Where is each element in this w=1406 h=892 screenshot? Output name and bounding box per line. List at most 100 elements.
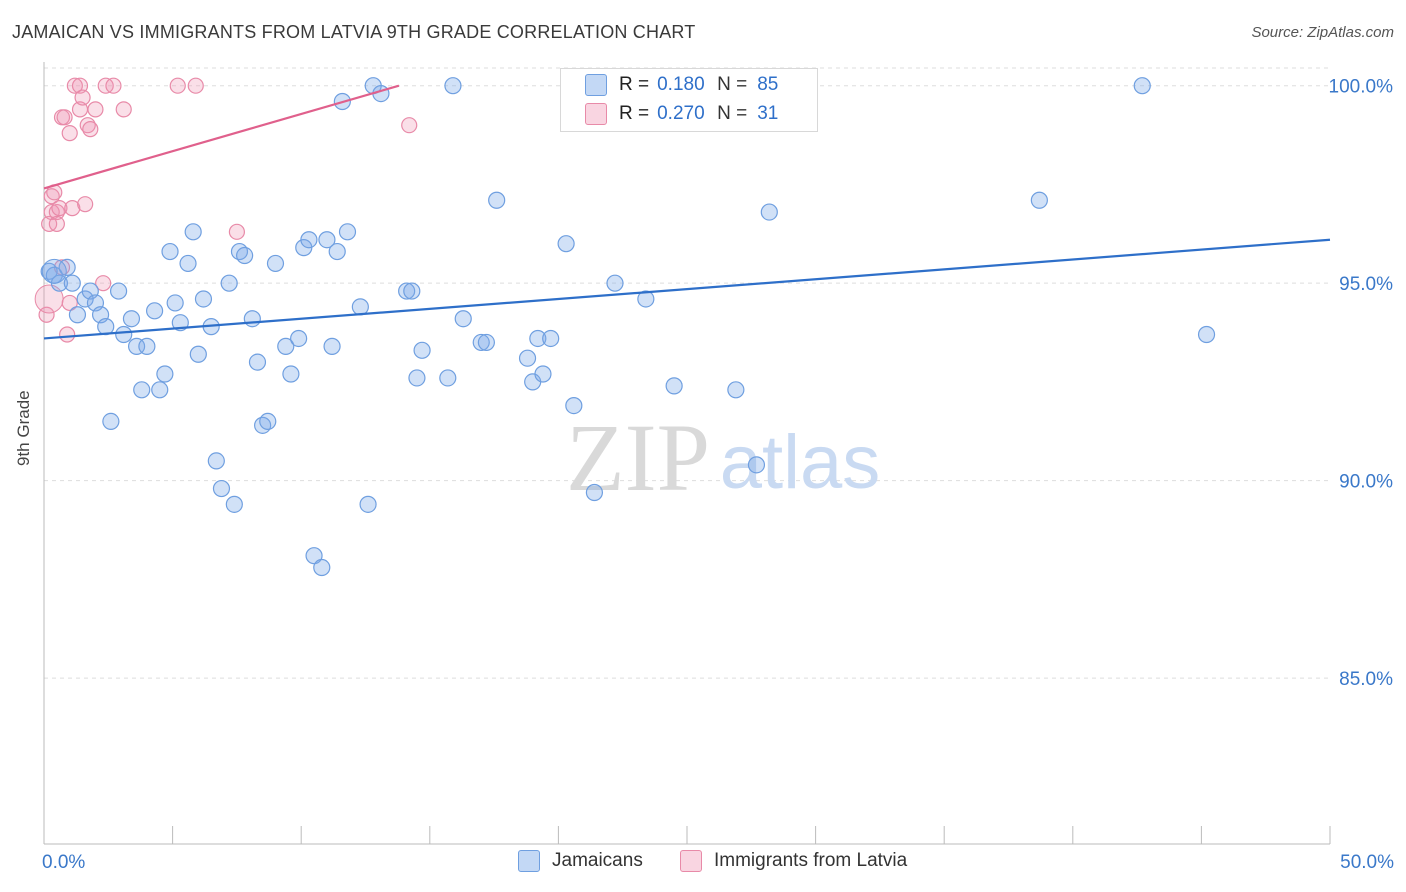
data-point: [305, 547, 323, 565]
data-point: [43, 203, 60, 221]
x-tick-label-min: 0.0%: [42, 852, 86, 873]
data-point: [77, 196, 94, 213]
data-point: [51, 200, 68, 217]
data-point: [151, 381, 169, 399]
chart-title: JAMAICAN VS IMMIGRANTS FROM LATVIA 9TH G…: [12, 22, 696, 42]
data-point: [71, 77, 89, 94]
data-point: [413, 341, 431, 359]
watermark-zip: ZIP: [566, 404, 710, 511]
data-point: [243, 310, 261, 328]
data-point: [105, 77, 122, 94]
data-point: [472, 333, 490, 352]
data-point: [74, 89, 91, 106]
data-point: [488, 191, 506, 209]
data-point: [66, 77, 83, 94]
data-point: [212, 479, 231, 498]
data-point: [166, 294, 184, 312]
data-point: [64, 200, 81, 217]
stats-legend: R = 0.180 N = 85 R = 0.270 N = 31: [560, 68, 818, 132]
y-tick-label: 90.0%: [1339, 472, 1393, 493]
data-point: [194, 290, 213, 308]
data-point: [228, 223, 245, 240]
data-point: [300, 231, 318, 249]
data-point: [403, 282, 421, 300]
data-point: [266, 254, 285, 273]
watermark: ZIP atlas: [566, 404, 880, 511]
data-point: [138, 337, 156, 355]
data-point: [187, 77, 204, 94]
data-point: [351, 298, 369, 316]
legend-swatch-pink: [680, 850, 702, 872]
data-point: [115, 101, 132, 118]
data-point: [282, 365, 300, 383]
data-point-cluster: [41, 258, 67, 284]
data-point: [529, 329, 547, 348]
x-tick-label-max: 50.0%: [1340, 852, 1394, 873]
data-point: [338, 223, 357, 241]
data-point: [359, 495, 377, 513]
data-point: [277, 337, 295, 355]
data-point: [557, 235, 575, 253]
trendline-jamaicans: [43, 238, 1331, 340]
data-point: [727, 381, 745, 399]
data-point: [95, 275, 112, 292]
data-point: [61, 124, 78, 142]
data-point: [454, 310, 472, 328]
legend-row-jamaicans: R = 0.180 N = 85: [585, 71, 778, 99]
legend-swatch-blue: [585, 74, 607, 96]
data-point: [145, 302, 164, 320]
legend-label-jamaicans: Jamaicans: [552, 850, 643, 871]
data-point: [236, 246, 254, 265]
y-tick-labels: 85.0% 90.0% 95.0% 100.0%: [1329, 77, 1394, 690]
data-point: [122, 310, 141, 328]
legend-row-latvia: R = 0.270 N = 31: [585, 100, 779, 128]
data-point: [323, 337, 341, 355]
data-point: [408, 369, 426, 387]
data-point: [1030, 191, 1048, 209]
data-point: [56, 109, 73, 126]
data-point: [220, 274, 238, 292]
legend-n-label: N =: [717, 103, 748, 124]
legend-label-latvia: Immigrants from Latvia: [714, 850, 908, 871]
data-point: [637, 290, 655, 308]
data-point: [444, 77, 462, 95]
data-point: [760, 203, 778, 221]
data-point-cluster: [34, 284, 64, 314]
y-axis-label: 9th Grade: [14, 390, 33, 466]
legend-item-latvia[interactable]: Immigrants from Latvia: [680, 850, 907, 872]
data-point: [179, 254, 197, 273]
y-tick-label: 100.0%: [1329, 77, 1394, 98]
axes: [43, 62, 1331, 845]
trendlines: [43, 84, 1331, 340]
data-point: [477, 333, 495, 352]
data-point: [207, 452, 225, 470]
legend-item-jamaicans[interactable]: Jamaicans: [518, 850, 643, 872]
data-point: [585, 483, 604, 502]
data-point: [109, 282, 128, 300]
data-point: [1133, 77, 1151, 95]
grid-lines: [44, 67, 1330, 679]
data-point: [518, 349, 537, 367]
watermark-atlas: atlas: [720, 420, 881, 505]
data-point: [82, 121, 99, 138]
data-point: [189, 345, 207, 363]
data-point: [133, 381, 151, 399]
data-point: [542, 329, 560, 348]
data-point: [328, 242, 346, 261]
data-point: [439, 369, 457, 387]
data-point: [68, 306, 87, 324]
legend-r-label: R =: [619, 103, 650, 124]
legend-r-label: R =: [619, 74, 650, 95]
data-point: [1197, 325, 1216, 344]
data-point: [665, 377, 683, 395]
data-point: [156, 365, 174, 383]
data-point: [313, 558, 331, 577]
data-point: [248, 353, 267, 371]
trendline-latvia: [43, 84, 400, 190]
legend-n-value: 31: [757, 103, 779, 124]
data-point: [87, 101, 104, 118]
data-point: [115, 325, 133, 344]
data-point: [534, 365, 552, 383]
legend-swatch-blue: [518, 850, 540, 872]
